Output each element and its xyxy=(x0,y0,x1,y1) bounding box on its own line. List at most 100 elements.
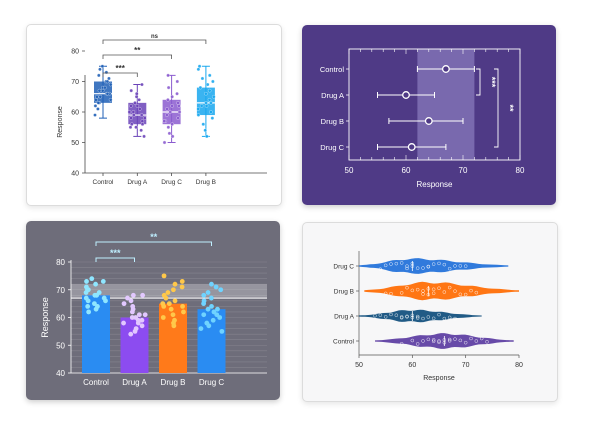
data-point xyxy=(125,295,130,301)
data-point xyxy=(405,285,409,290)
box-plot-chart: 40 50 60 70 80 Response Control Drug A Drug C Dru… xyxy=(57,34,267,186)
mean-marker xyxy=(402,91,410,99)
data-point xyxy=(108,82,113,87)
data-point xyxy=(201,122,206,126)
data-point xyxy=(161,273,167,279)
data-point xyxy=(103,85,107,90)
data-point xyxy=(166,125,171,130)
data-point xyxy=(389,262,393,266)
data-point xyxy=(201,298,207,304)
x-tick-label: Drug B xyxy=(196,179,216,186)
data-point xyxy=(447,266,452,271)
data-point xyxy=(474,290,479,295)
data-point xyxy=(378,313,383,317)
data-point xyxy=(95,95,99,99)
data-point xyxy=(410,288,415,293)
data-point xyxy=(389,291,393,296)
box-plot-card: 40 50 60 70 80 Response Control Drug A Drug C Dru… xyxy=(26,24,282,206)
data-point xyxy=(197,64,202,69)
violin-shape xyxy=(359,309,482,323)
data-point xyxy=(431,338,436,342)
data-point xyxy=(394,261,399,266)
data-point xyxy=(121,301,127,307)
x-tick-label: 80 xyxy=(516,166,525,175)
data-point xyxy=(168,110,172,114)
data-point xyxy=(198,326,204,331)
data-point xyxy=(133,101,137,105)
data-point xyxy=(211,309,217,315)
data-point xyxy=(172,281,178,287)
data-point xyxy=(196,113,201,117)
data-point xyxy=(405,266,409,271)
data-point xyxy=(426,264,431,269)
significance-label: ** xyxy=(150,232,158,242)
data-point xyxy=(196,107,201,111)
x-tick-label: Control xyxy=(83,378,109,387)
data-point xyxy=(128,125,133,130)
data-point xyxy=(86,309,92,315)
data-point xyxy=(127,110,132,114)
significance-bracket xyxy=(102,39,207,44)
data-point xyxy=(133,326,139,331)
data-point xyxy=(133,315,139,320)
data-point xyxy=(207,98,212,102)
x-tick-label: 70 xyxy=(462,362,470,369)
y-axis-label: Response xyxy=(57,106,64,138)
data-point xyxy=(160,301,166,307)
data-point xyxy=(204,320,210,326)
y-tick-label: Drug A xyxy=(321,91,344,100)
data-point xyxy=(100,88,105,93)
data-point xyxy=(84,279,89,284)
data-point xyxy=(383,263,388,268)
data-point xyxy=(431,287,436,292)
data-point xyxy=(198,85,203,90)
x-tick-label: 60 xyxy=(402,166,411,175)
x-axis-label: Response xyxy=(416,180,453,189)
y-tick-label: Control xyxy=(333,339,355,346)
data-point xyxy=(399,316,404,320)
data-point xyxy=(442,262,447,267)
data-point xyxy=(101,295,107,301)
data-point xyxy=(108,98,113,102)
significance-bracket xyxy=(95,257,135,262)
data-point xyxy=(453,289,457,293)
data-point xyxy=(135,104,140,108)
data-point xyxy=(128,298,134,304)
data-point xyxy=(453,337,457,341)
forest-plot-chart: 50 60 70 80 Response Control Drug A Drug B Drug … xyxy=(320,48,525,189)
significance-label: ns xyxy=(151,34,159,40)
data-point xyxy=(161,292,167,298)
data-point xyxy=(100,64,105,69)
data-point xyxy=(129,116,133,120)
data-point xyxy=(139,323,145,329)
data-point xyxy=(85,304,91,309)
y-tick-label: 60 xyxy=(71,110,79,117)
data-point xyxy=(210,116,215,120)
x-tick-label: 50 xyxy=(345,166,354,175)
data-point xyxy=(415,287,420,292)
data-point xyxy=(447,315,452,320)
data-point xyxy=(98,67,102,72)
data-point xyxy=(136,312,142,318)
data-point xyxy=(176,116,180,120)
data-point xyxy=(211,79,215,84)
data-point xyxy=(205,306,211,312)
violin-shape xyxy=(359,258,509,274)
data-point xyxy=(447,337,452,342)
data-point xyxy=(405,315,409,319)
data-point xyxy=(415,316,420,320)
data-point xyxy=(421,292,425,296)
data-point xyxy=(172,317,177,323)
y-tick-label: Drug C xyxy=(333,264,354,271)
plot-frame xyxy=(348,48,521,161)
data-point xyxy=(131,110,136,114)
data-point xyxy=(383,315,388,319)
data-point xyxy=(129,104,133,108)
data-point xyxy=(200,76,205,81)
data-point xyxy=(415,342,420,346)
x-tick-label: Drug C xyxy=(199,378,225,387)
significance-label: ** xyxy=(134,46,141,55)
data-point xyxy=(132,113,136,117)
data-point xyxy=(203,128,207,133)
data-point xyxy=(170,122,174,126)
